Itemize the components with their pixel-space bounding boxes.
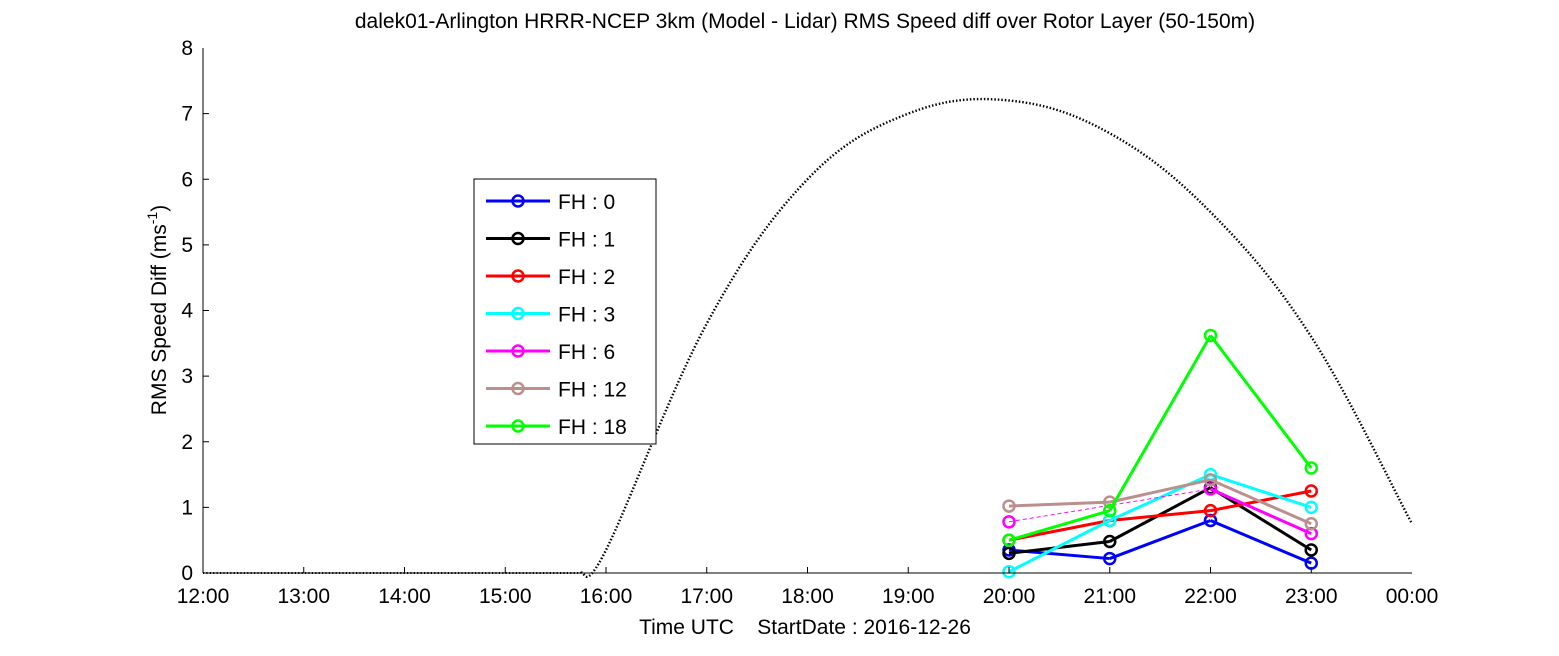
y-tick-label: 1 bbox=[181, 496, 193, 519]
series-line-segment bbox=[1209, 486, 1313, 552]
legend-swatch-marker bbox=[511, 269, 525, 283]
x-tick-label: 12:00 bbox=[177, 585, 230, 608]
data-point bbox=[1304, 461, 1318, 475]
x-tick-label: 16:00 bbox=[580, 585, 633, 608]
series-fh-6 bbox=[1002, 482, 1318, 541]
series-layer bbox=[1002, 328, 1318, 579]
legend-swatch-marker bbox=[511, 306, 525, 321]
x-axis-label: Time UTC StartDate : 2016-12-26 bbox=[639, 616, 971, 639]
y-axis-label-superscript: -1 bbox=[144, 212, 160, 225]
series-line-segment bbox=[1008, 500, 1110, 508]
reference-curve-arc bbox=[580, 97, 1414, 578]
legend-entry-label: FH : 6 bbox=[558, 341, 615, 364]
series-line-segment bbox=[1209, 334, 1313, 469]
chart-title: dalek01-Arlington HRRR-NCEP 3km (Model -… bbox=[355, 10, 1255, 33]
plot-area bbox=[203, 48, 1412, 573]
legend-entry-label: FH : 18 bbox=[558, 416, 627, 439]
y-axis-label-main: RMS Speed Diff (ms bbox=[148, 224, 171, 415]
legend-box bbox=[473, 178, 657, 445]
legend: FH : 0 FH : 1 FH : 2 FH : 3 FH : 6 FH : 12 FH … bbox=[473, 178, 657, 445]
data-point bbox=[1203, 503, 1218, 518]
legend-entry-label: FH : 2 bbox=[558, 266, 615, 289]
legend-swatch-marker bbox=[511, 344, 525, 358]
y-axis-label: RMS Speed Diff (ms-1) bbox=[144, 205, 171, 415]
data-point bbox=[1002, 499, 1016, 513]
y-tick-label: 2 bbox=[181, 431, 193, 454]
data-point bbox=[1002, 564, 1016, 579]
y-tick-label: 5 bbox=[181, 234, 193, 257]
series-line-segment bbox=[1210, 473, 1312, 509]
series-line-segment bbox=[1109, 478, 1211, 504]
data-point bbox=[1304, 517, 1318, 531]
y-tick-label: 0 bbox=[181, 562, 193, 585]
data-point bbox=[1002, 533, 1016, 547]
series-line-segment bbox=[1109, 519, 1212, 560]
y-tick-label: 4 bbox=[181, 300, 193, 323]
y-tick-label: 7 bbox=[181, 103, 193, 126]
x-tick-label: 00:00 bbox=[1386, 585, 1439, 608]
legend-swatch-marker bbox=[511, 194, 525, 208]
data-point bbox=[1002, 546, 1016, 561]
reference-curve bbox=[203, 97, 1414, 578]
x-tick-label: 17:00 bbox=[680, 585, 733, 608]
series-line-segment bbox=[1008, 519, 1111, 574]
series-line-segment bbox=[1108, 334, 1212, 512]
series-line-segment bbox=[1008, 509, 1111, 542]
y-axis-ticks: 0 1 2 3 4 5 6 7 8 bbox=[181, 37, 209, 585]
legend-swatch-marker bbox=[511, 381, 525, 396]
series-fh-18 bbox=[1002, 328, 1318, 547]
data-point bbox=[1203, 482, 1218, 496]
data-point bbox=[1103, 503, 1117, 518]
data-point bbox=[1304, 543, 1318, 557]
x-tick-label: 18:00 bbox=[781, 585, 834, 608]
y-axis-label-close: ) bbox=[148, 205, 171, 212]
x-tick-label: 19:00 bbox=[882, 585, 935, 608]
data-point bbox=[1203, 328, 1218, 343]
y-tick-label: 3 bbox=[181, 365, 193, 388]
legend-entry-label: FH : 3 bbox=[558, 304, 615, 327]
data-point bbox=[1103, 534, 1117, 549]
legend-swatch-marker bbox=[511, 231, 525, 246]
series-line-segment bbox=[1109, 509, 1211, 522]
series-fh-12 bbox=[1002, 473, 1318, 531]
legend-entry-label: FH : 0 bbox=[558, 191, 615, 214]
legend-swatch-marker bbox=[511, 419, 525, 433]
y-tick-label: 6 bbox=[181, 168, 193, 191]
series-line-segment bbox=[1209, 478, 1312, 526]
x-tick-label: 14:00 bbox=[378, 585, 431, 608]
x-tick-label: 21:00 bbox=[1083, 585, 1136, 608]
x-tick-label: 15:00 bbox=[479, 585, 532, 608]
data-point bbox=[1002, 515, 1016, 529]
legend-entry-label: FH : 1 bbox=[558, 229, 615, 252]
series-line-segment bbox=[1209, 519, 1312, 565]
x-tick-label: 23:00 bbox=[1285, 585, 1338, 608]
series-line-segment bbox=[1008, 488, 1211, 523]
data-point bbox=[1304, 500, 1318, 515]
y-tick-label: 8 bbox=[181, 37, 193, 60]
x-axis-ticks: 12:00 13:00 14:00 15:00 16:00 17:00 18:00 19:00… bbox=[177, 567, 1439, 608]
x-tick-label: 13:00 bbox=[277, 585, 330, 608]
series-line-segment bbox=[1209, 487, 1312, 535]
x-tick-label: 20:00 bbox=[983, 585, 1036, 608]
legend-entry-label: FH : 12 bbox=[558, 379, 627, 402]
data-point bbox=[1304, 484, 1318, 498]
data-point bbox=[1203, 473, 1218, 487]
series-line-segment bbox=[1008, 519, 1111, 542]
data-point bbox=[1103, 551, 1117, 566]
x-tick-label: 22:00 bbox=[1184, 585, 1237, 608]
